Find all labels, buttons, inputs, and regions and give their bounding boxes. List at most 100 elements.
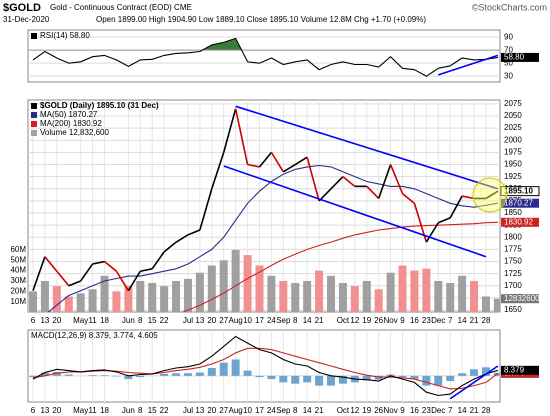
x-tick-label: Dec — [431, 316, 445, 325]
overbought-fill — [202, 38, 242, 51]
histogram-bar — [136, 375, 145, 378]
x-tick-label: 15 — [148, 316, 157, 325]
y-tick-label: 1725 — [504, 269, 522, 278]
x-tick-label: Jul — [183, 406, 193, 415]
value-tag — [501, 365, 539, 375]
x-tick-label: 10 — [243, 316, 252, 325]
histogram-bar — [446, 375, 455, 382]
volume-bar — [64, 296, 73, 312]
histogram-bar — [279, 375, 288, 383]
x-tick-label: Aug — [229, 316, 243, 325]
histogram-bar — [160, 373, 169, 376]
volume-bar — [386, 272, 395, 312]
volume-bar — [327, 275, 335, 312]
x-tick-label: 20 — [207, 406, 216, 415]
y-tick-label: 1925 — [504, 172, 522, 181]
legend-swatch — [31, 130, 37, 136]
y-tick-label: 1650 — [504, 305, 522, 314]
x-tick-label: Jun — [122, 406, 135, 415]
y-tick-label: 70 — [504, 45, 513, 54]
volume-bar — [52, 286, 61, 312]
histogram-bar — [374, 375, 383, 380]
price-segment — [199, 188, 213, 231]
volume-bar — [470, 280, 479, 312]
panel-frame — [27, 329, 501, 403]
volume-bar — [434, 280, 443, 312]
volume-bar — [458, 275, 467, 312]
value-tag — [501, 52, 539, 62]
y2-tick-label: 20M — [10, 286, 26, 295]
price-segment — [44, 256, 58, 272]
price-segment — [92, 260, 105, 265]
volume-bar — [493, 298, 500, 312]
volume-bar — [398, 265, 407, 312]
price-segment — [211, 152, 225, 190]
histogram-bar — [315, 375, 324, 386]
volume-bar — [243, 255, 252, 312]
volume-bar — [88, 289, 97, 312]
histogram-bar — [291, 375, 300, 384]
histogram-bar — [327, 375, 335, 386]
price-segment — [222, 108, 237, 153]
x-tick-label: 13 — [40, 316, 49, 325]
volume-bar — [279, 280, 288, 312]
volume-bar — [40, 280, 49, 312]
price-segment — [56, 270, 70, 287]
x-tick-label: 19 — [362, 316, 371, 325]
x-tick-label: Dec — [431, 406, 445, 415]
y-tick-label: 1750 — [504, 257, 522, 266]
volume-bar — [112, 291, 121, 312]
x-tick-label: Jul — [183, 316, 193, 325]
x-tick-label: 17 — [255, 316, 264, 325]
y-tick-label: 90 — [504, 32, 513, 41]
x-tick-label: 23 — [422, 316, 431, 325]
histogram-bar — [470, 369, 479, 376]
value-tag — [501, 198, 539, 208]
x-tick-label: 24 — [267, 406, 276, 415]
histogram-bar — [398, 375, 407, 378]
x-tick-label: 12 — [350, 406, 359, 415]
histogram-bar — [195, 372, 204, 376]
x-tick-label: 26 — [374, 406, 383, 415]
trendline — [223, 165, 487, 258]
panel: 90 70 50 30 58.80 RSI(14) 58.80 — [27, 29, 539, 83]
y2-tick-label: 40M — [10, 266, 26, 275]
volume-bar — [350, 286, 359, 312]
x-tick-label: 14 — [458, 316, 467, 325]
ticker: $GOLD — [3, 2, 41, 14]
x-tick-label: 9 — [400, 406, 405, 415]
price-segment — [425, 222, 439, 243]
volume-bar — [76, 293, 85, 312]
value-tag-label: 1830.92 — [504, 217, 533, 226]
price-segment — [461, 195, 475, 200]
histogram-bar — [124, 375, 133, 380]
volume-bar — [374, 289, 383, 312]
x-tick-label: 7 — [448, 406, 453, 415]
histogram-bar — [40, 372, 49, 376]
price-segment — [68, 280, 81, 287]
volume-bar — [481, 296, 490, 312]
trendline — [235, 105, 499, 190]
trendline — [438, 54, 499, 76]
plot-area — [28, 100, 500, 312]
histogram-bar — [172, 373, 181, 376]
volume-bar — [29, 291, 37, 312]
volume-bar — [255, 265, 264, 312]
price-segment — [32, 256, 46, 291]
y-tick-label: 1975 — [504, 148, 522, 157]
volume-bar — [231, 249, 240, 312]
price-segment — [127, 270, 141, 292]
x-tick-label: 21 — [315, 316, 324, 325]
y-tick-label: 2025 — [504, 123, 522, 132]
y-tick-label: 2050 — [504, 111, 522, 120]
histogram-bar — [434, 375, 443, 386]
x-tick-label: 21 — [470, 406, 479, 415]
x-tick-label: Nov — [383, 316, 397, 325]
x-tick-label: 24 — [267, 316, 276, 325]
price-segment — [187, 229, 201, 236]
x-tick-label: 13 — [40, 406, 49, 415]
x-tick-label: 22 — [160, 316, 169, 325]
histogram-bar — [183, 373, 192, 376]
volume-bar — [136, 280, 145, 312]
